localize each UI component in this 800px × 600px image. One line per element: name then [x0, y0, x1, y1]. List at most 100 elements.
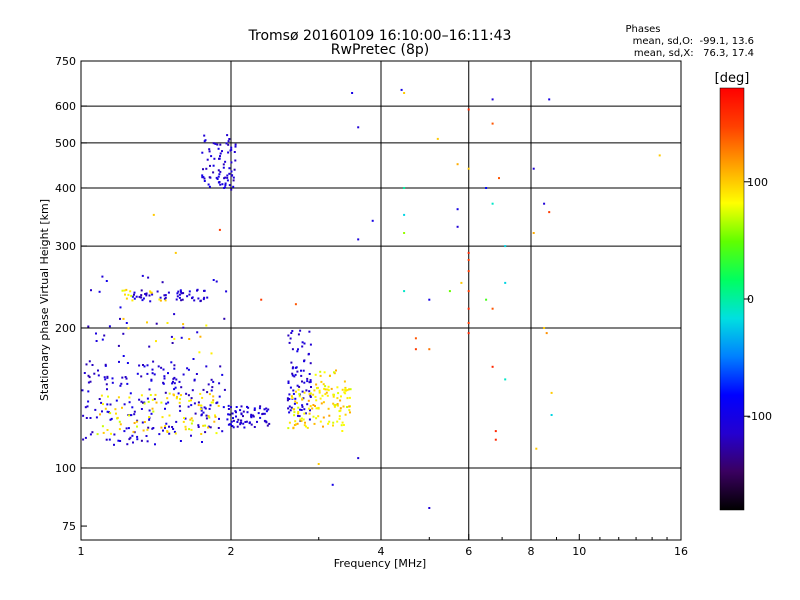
data-point [179, 289, 182, 292]
data-point [170, 335, 173, 338]
data-point [175, 298, 178, 301]
data-point [162, 382, 165, 385]
data-point [348, 409, 351, 412]
data-point [193, 378, 196, 381]
data-point [344, 389, 347, 392]
data-point [403, 92, 406, 94]
data-point [535, 447, 538, 450]
data-point [102, 431, 105, 434]
data-point [138, 364, 141, 367]
data-point [268, 422, 271, 425]
data-point [150, 379, 153, 382]
data-point [242, 410, 245, 413]
data-point [141, 274, 144, 277]
data-point [460, 281, 463, 284]
data-point [200, 404, 203, 407]
data-point [125, 297, 128, 300]
data-point [144, 293, 147, 295]
data-point [456, 208, 459, 211]
data-point [230, 174, 233, 177]
data-point [128, 401, 131, 404]
data-point [294, 366, 297, 369]
data-point [218, 173, 221, 176]
data-point [228, 167, 231, 170]
data-point [341, 421, 344, 424]
data-point [332, 421, 335, 424]
data-point [346, 406, 348, 408]
data-point [233, 168, 236, 171]
data-point [153, 398, 156, 401]
data-point [213, 420, 216, 423]
data-point [232, 179, 235, 182]
data-point [314, 405, 316, 407]
data-point [267, 408, 270, 411]
data-point [494, 430, 497, 433]
data-point [221, 430, 224, 433]
data-point [127, 427, 130, 430]
data-point [142, 297, 145, 300]
data-point [125, 377, 128, 380]
data-point [226, 174, 229, 177]
data-point [328, 414, 331, 417]
data-point [119, 306, 122, 309]
data-point [303, 408, 306, 411]
data-point [206, 296, 209, 299]
data-point [191, 419, 194, 422]
data-point [230, 188, 233, 191]
data-point [223, 317, 226, 320]
data-point [152, 410, 155, 413]
data-point [230, 423, 232, 426]
data-point [333, 371, 335, 374]
data-point [143, 421, 146, 423]
data-point [187, 394, 190, 397]
y-tick-label: 400 [55, 182, 76, 195]
data-point [200, 414, 203, 417]
data-point [323, 371, 326, 374]
data-point [208, 416, 211, 419]
data-point [327, 385, 330, 388]
colorbar-tick-label: -100 [747, 410, 772, 423]
data-point [318, 391, 321, 394]
data-point [314, 395, 317, 398]
data-point [205, 417, 208, 420]
data-point [250, 423, 253, 426]
colorbar-ticks: 100 0 -100 [744, 176, 772, 423]
data-point [339, 409, 342, 412]
data-point [100, 394, 103, 397]
data-point [309, 380, 312, 383]
data-point [491, 365, 494, 368]
data-point [206, 158, 209, 161]
data-point [163, 375, 166, 378]
data-point [202, 424, 205, 427]
data-point [209, 164, 211, 167]
data-point [316, 387, 318, 390]
data-point [208, 148, 211, 151]
data-point [217, 427, 220, 429]
data-point [101, 338, 104, 341]
data-point [346, 389, 349, 392]
data-point [315, 417, 318, 420]
data-point [307, 399, 310, 402]
data-point [313, 389, 316, 392]
data-point [145, 435, 148, 437]
data-point [98, 290, 101, 293]
data-point [204, 139, 207, 142]
data-point [210, 389, 213, 392]
data-point [467, 290, 470, 293]
data-point [302, 397, 305, 400]
data-point [205, 324, 208, 327]
chart-subtitle: RwPretec (8p) [331, 42, 429, 58]
data-point [126, 443, 129, 446]
data-point [200, 409, 203, 412]
data-point [303, 381, 306, 384]
data-point [336, 397, 339, 400]
data-point [146, 321, 148, 324]
colorbar [719, 87, 745, 511]
data-point [119, 423, 122, 426]
data-point [336, 386, 339, 389]
data-point [324, 393, 327, 396]
data-point [305, 389, 308, 392]
data-point [147, 400, 150, 403]
data-point [428, 507, 431, 509]
data-point [89, 433, 92, 436]
